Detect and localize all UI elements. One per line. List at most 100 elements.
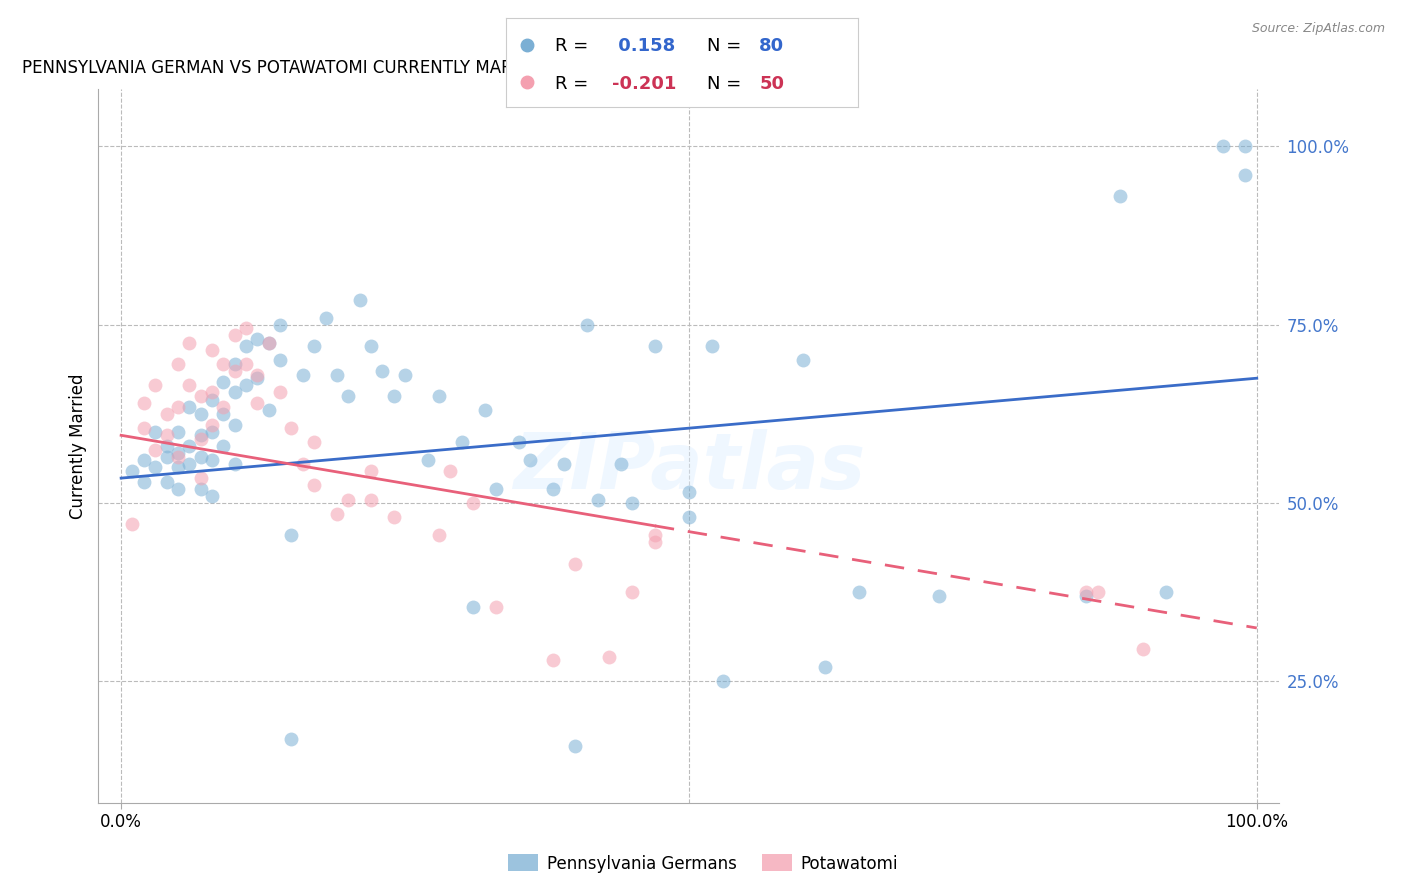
Point [463,496,485,510]
Point [224,385,246,400]
Point [541,653,564,667]
Point [644,528,666,542]
Point [257,403,280,417]
Point [508,435,530,450]
Point [302,435,325,450]
Point [201,392,224,407]
Point [190,471,212,485]
Point [349,293,371,307]
Point [586,492,609,507]
Point [121,517,143,532]
Point [212,400,235,414]
Point [269,353,291,368]
Point [621,496,644,510]
Point [155,475,177,489]
Point [167,460,190,475]
Point [291,368,314,382]
Point [132,475,155,489]
Point [280,421,302,435]
Point [1076,589,1098,603]
Point [416,453,439,467]
Point [224,417,246,432]
Point [167,425,190,439]
Text: 0.158: 0.158 [612,37,675,55]
Point [257,335,280,350]
Point [201,425,224,439]
Point [224,364,246,378]
Point [553,457,575,471]
Point [212,439,235,453]
Point [621,585,644,599]
Point [167,450,190,464]
Point [167,357,190,371]
Point [235,357,257,371]
Point [450,435,472,450]
Point [224,328,246,343]
Point [212,375,235,389]
Point [291,457,314,471]
Point [246,368,269,382]
Point [269,318,291,332]
Point [326,368,349,382]
Point [1154,585,1177,599]
Point [121,464,143,478]
Point [360,464,382,478]
Point [269,385,291,400]
Point [598,649,620,664]
Point [678,510,700,524]
Point [201,417,224,432]
Point [711,674,734,689]
Text: -0.201: -0.201 [612,75,676,93]
Point [280,528,302,542]
Point [132,453,155,467]
Point [190,450,212,464]
Point [302,478,325,492]
Point [179,378,201,392]
Point [224,457,246,471]
Text: Source: ZipAtlas.com: Source: ZipAtlas.com [1251,22,1385,36]
Point [235,321,257,335]
Point [167,446,190,460]
Point [179,400,201,414]
Point [463,599,485,614]
Point [382,389,405,403]
Point [564,557,586,571]
Point [179,439,201,453]
Point [564,739,586,753]
Point [201,385,224,400]
Point [519,453,541,467]
Text: N =: N = [707,37,747,55]
Point [143,442,166,457]
Text: ZIPatlas: ZIPatlas [513,429,865,506]
Point [575,318,598,332]
Point [190,482,212,496]
Point [302,339,325,353]
Point [280,731,302,746]
Point [485,599,508,614]
Y-axis label: Currently Married: Currently Married [69,373,87,519]
Point [928,589,950,603]
Point [1076,585,1098,599]
Point [246,371,269,385]
Point [167,400,190,414]
Text: 80: 80 [759,37,785,55]
Point [439,464,461,478]
Point [224,357,246,371]
Point [212,357,235,371]
Point [201,453,224,467]
Point [644,339,666,353]
Point [201,489,224,503]
Point [326,507,349,521]
Point [132,421,155,435]
Point [315,310,337,325]
Point [371,364,394,378]
Point [167,482,190,496]
Point [644,535,666,549]
Point [257,335,280,350]
Point [246,396,269,410]
Point [190,407,212,421]
Point [190,389,212,403]
Point [360,492,382,507]
Point [360,339,382,353]
Point [179,335,201,350]
